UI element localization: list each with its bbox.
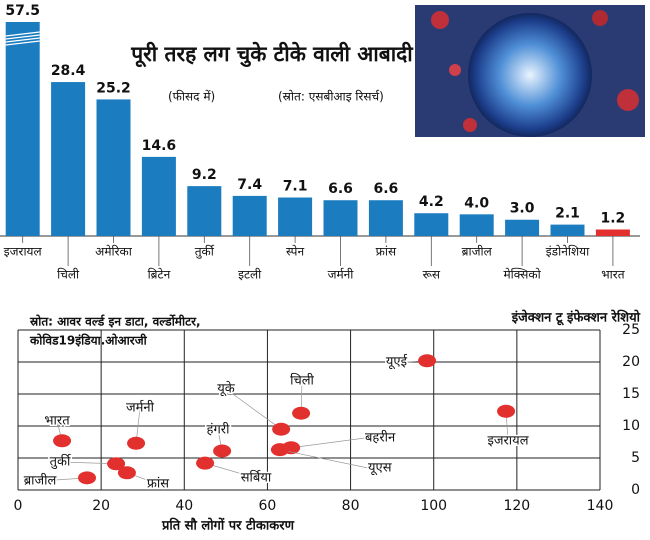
x-tick-label: स्पेन [286,245,304,259]
axis-break [5,40,40,46]
point-label: हंगरी [207,422,231,438]
y-tick-label: 20 [622,354,640,370]
x-tick-label: मेक्सिको [503,268,541,282]
scatter-source: स्रोत: आवर वर्ल्ड इन डाटा, वर्ल्डोमीटर, [29,315,201,329]
point-label: यूएई [386,354,408,370]
value-label: 14.6 [142,138,177,154]
leader-line [204,462,257,479]
x-tick-label: 120 [503,498,530,514]
x-tick-label: 20 [92,498,110,514]
x-tick-label: रूस [423,268,441,282]
y-tick-label: 25 [622,322,640,338]
x-tick-label: इंडोनेशिया [546,245,590,259]
y-tick-label: 0 [631,482,640,498]
axis-break [5,34,40,40]
bar [232,195,267,236]
point-label: चिली [290,373,314,389]
point-label: यूएस [368,461,392,476]
value-label: 4.2 [419,194,444,210]
scatter-title: इंजेक्शन टू इंफेक्शन रेशियो [511,310,641,326]
x-tick-label: 100 [420,498,447,514]
point [196,456,215,470]
bar [141,156,176,236]
x-axis-label: प्रति सौ लोगों पर टीकाकरण [161,518,295,534]
point [78,471,97,485]
bar [51,82,86,237]
point-label: भारत [44,414,70,429]
bar [187,186,222,236]
bar [505,219,540,236]
point [292,406,311,420]
point-label: यूके [217,381,236,397]
x-tick-label: ब्राजील [462,245,493,259]
bar [414,213,449,236]
bar [278,197,313,236]
value-label: 6.6 [328,181,353,197]
point [53,434,72,448]
bar [96,99,131,236]
x-tick-label: 0 [14,498,23,514]
point-label: जर्मनी [126,400,155,416]
x-tick-label: 140 [587,498,614,514]
bar [550,224,585,236]
x-tick-label: अमेरिका [95,245,133,259]
point [497,404,516,418]
bar [595,229,630,236]
point [272,422,291,436]
value-label: 25.2 [96,80,131,96]
value-label: 1.2 [600,210,625,226]
value-label: 2.1 [555,206,580,222]
leader-line [279,449,369,469]
y-tick-label: 10 [622,418,640,434]
bar [459,214,494,236]
point [107,457,126,471]
point [418,354,437,368]
axis-break [5,37,40,43]
x-tick-label: ब्रिटेन [148,268,171,282]
y-tick-label: 5 [631,450,640,466]
bar-source: (स्रोत: एसबीआइ रिसर्च) [278,90,384,104]
leader-line [291,437,366,449]
value-label: 28.4 [51,63,86,79]
point [213,444,232,458]
point [127,436,146,450]
value-label: 7.4 [237,177,262,193]
point [270,443,289,457]
bar [5,22,40,236]
value-label: 7.1 [283,179,308,195]
x-tick-label: 60 [259,498,277,514]
bar [368,200,403,236]
point-label: इजरायल [487,434,528,449]
point-label: सर्बिया [241,470,272,486]
point [117,466,136,480]
x-tick-label: 40 [175,498,193,514]
value-label: 9.2 [192,167,217,183]
scatter-source: कोविड19इंडिया.ओआरजी [29,334,148,348]
globe-image [415,5,645,137]
y-tick-label: 15 [622,386,640,402]
bar [323,200,358,236]
x-tick-label: इटली [238,268,262,282]
leader-line [225,388,282,430]
value-label: 6.6 [373,181,398,197]
point-label: तुर्की [50,454,71,470]
bar-subtitle: (फीसद में) [168,90,215,104]
x-tick-label: फ्रांस [376,245,397,259]
point-label: फ्रांस [147,477,169,492]
value-label: 3.0 [510,201,535,217]
value-label: 4.0 [464,195,489,211]
value-label: 57.5 [5,3,40,19]
bar-title: पूरी तरह लग चुके टीके वाली आबादी [130,41,414,68]
x-tick-label: इजरायल [4,245,43,259]
point-label: बहरीन [365,430,396,446]
point-label: ब्राजील [24,473,57,489]
x-tick-label: चिली [57,268,80,282]
axis-break [5,31,40,37]
x-tick-label: 80 [342,498,360,514]
leader-line [59,461,117,465]
x-tick-label: भारत [601,268,625,282]
x-tick-label: तुर्की [195,245,215,260]
x-tick-label: जर्मनी [328,268,355,282]
